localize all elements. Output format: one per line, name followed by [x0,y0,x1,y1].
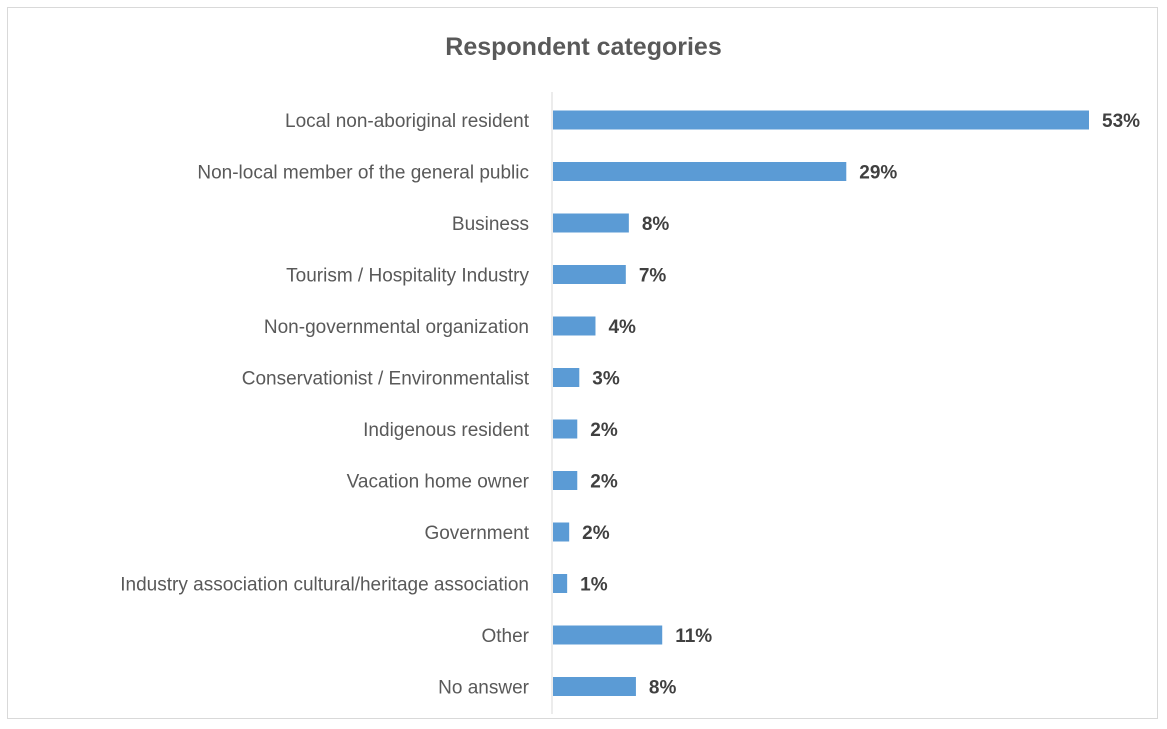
data-label: 3% [592,369,620,390]
chart-title: Respondent categories [445,33,722,61]
category-label: No answer [438,678,529,699]
category-label: Vacation home owner [347,472,530,493]
data-label: 8% [642,214,670,235]
bar [553,471,578,490]
bar [553,625,663,645]
data-label: 2% [590,420,618,441]
data-label: 8% [649,678,677,699]
bar [553,368,580,387]
data-label: 29% [859,163,897,184]
category-label: Government [424,523,529,544]
bar [553,316,596,336]
bar [553,213,629,233]
data-label: 2% [582,523,610,544]
data-label: 7% [639,266,667,287]
category-label: Conservationist / Environmentalist [242,369,530,390]
data-label: 53% [1102,111,1140,132]
bar [553,110,1089,130]
category-label: Non-governmental organization [264,317,529,338]
bar [553,419,578,439]
data-label: 2% [590,472,618,493]
category-label: Non-local member of the general public [197,163,529,184]
category-label: Business [452,214,529,235]
data-label: 4% [608,317,636,338]
bar [553,162,847,181]
bar [553,677,636,696]
category-label: Local non-aboriginal resident [285,111,530,132]
bar [553,574,568,593]
category-label: Indigenous resident [363,420,530,441]
category-label: Industry association cultural/heritage a… [120,575,529,596]
category-label: Tourism / Hospitality Industry [286,266,529,287]
data-label: 1% [580,575,608,596]
bar [553,522,570,542]
data-label: 11% [675,626,712,647]
category-label: Other [481,626,529,647]
bar [553,265,626,284]
